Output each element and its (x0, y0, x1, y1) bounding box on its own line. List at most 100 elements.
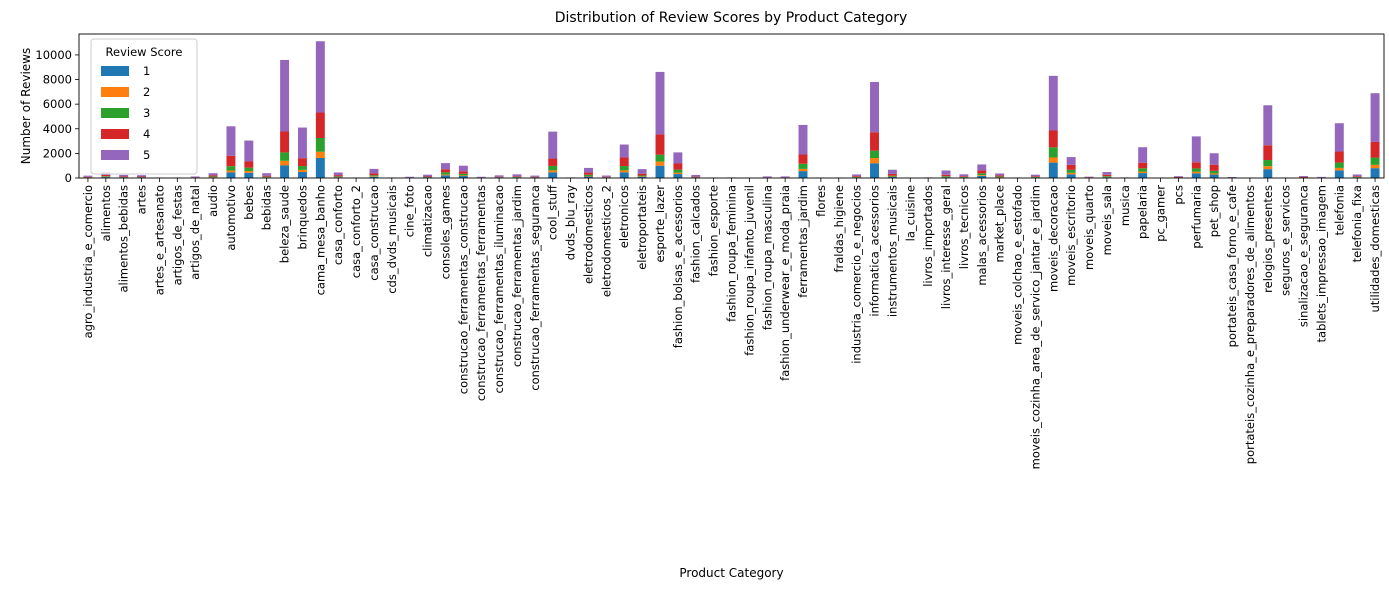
x-tick-label: cama_mesa_banho (313, 185, 327, 295)
x-tick-label: casa_construcao (367, 185, 381, 281)
bar-segment-score-5 (619, 144, 629, 158)
bar-segment-score-4 (119, 176, 129, 178)
bar-segment-score-5 (1370, 93, 1380, 142)
x-tick-label: moveis_colchao_e_estofado (1011, 185, 1025, 345)
bar-segment-score-4 (1334, 151, 1344, 163)
bar-segment-score-3 (280, 152, 290, 161)
bar-segment-score-3 (1138, 168, 1148, 172)
x-tick-label: cool_stuff (546, 184, 560, 240)
bar-segment-score-4 (458, 171, 468, 174)
bar-segment-score-5 (1102, 172, 1112, 175)
x-tick-label: moveis_quarto (1082, 185, 1096, 270)
bar-segment-score-1 (441, 175, 450, 178)
x-tick-label: artigos_de_festas (170, 185, 184, 285)
bar-segment-score-4 (137, 176, 147, 178)
x-tick-label: moveis_cozinha_area_de_servico_jantar_e_… (1028, 185, 1042, 469)
bar-segment-score-3 (226, 166, 236, 171)
x-tick-label: consoles_games (438, 185, 452, 279)
bar-segment-score-5 (208, 173, 218, 176)
bar-segment-score-1 (1191, 173, 1201, 178)
bar-segment-score-5 (870, 82, 879, 133)
x-tick-label: sinalizacao_e_seguranca (1297, 185, 1311, 327)
bar-segment-score-5 (441, 163, 450, 170)
x-tick-label: eletronicos (617, 185, 631, 248)
bar-segment-score-5 (601, 175, 611, 177)
bar-segment-score-1 (1138, 173, 1148, 178)
x-tick-label: papelaria (1136, 185, 1150, 239)
x-axis-label: Product Category (679, 566, 783, 580)
bar-segment-score-4 (673, 163, 683, 170)
bar-segment-score-3 (315, 138, 325, 152)
bar-segment-score-5 (476, 176, 486, 178)
bar-segment-score-3 (673, 169, 683, 173)
bar-segment-score-1 (101, 177, 111, 178)
bar-segment-score-5 (512, 174, 522, 177)
bar-segment-score-5 (1299, 176, 1309, 178)
x-tick-label: fashion_underwear_e_moda_praia (778, 185, 792, 381)
y-tick-label: 8000 (43, 73, 72, 87)
bar-segment-score-5 (244, 140, 254, 162)
legend-swatch-score-2 (101, 87, 129, 97)
bar-segment-score-2 (315, 151, 325, 158)
bar-segment-score-2 (1138, 171, 1148, 174)
x-tick-label: ferramentas_jardim (796, 185, 810, 298)
bar-segment-score-5 (458, 165, 468, 172)
bar-segment-score-3 (1191, 168, 1201, 172)
bar-segment-score-3 (1209, 170, 1219, 174)
bar-segment-score-4 (941, 174, 951, 177)
bar-segment-score-2 (1209, 173, 1219, 175)
bar-segment-score-3 (458, 173, 468, 176)
bar-segment-score-2 (655, 161, 665, 166)
x-tick-label: artes_e_artesanato (152, 185, 166, 295)
bar-segment-score-4 (208, 175, 218, 177)
x-tick-label: fashion_bolsas_e_acessorios (671, 185, 685, 348)
y-axis: 0 2000 4000 6000 8000 10000 (35, 48, 79, 185)
bar-segment-score-2 (1191, 171, 1201, 174)
bar-segment-score-5 (83, 175, 93, 177)
y-tick-label: 6000 (43, 97, 72, 111)
bar-segment-score-1 (1370, 168, 1380, 178)
bar-segment-score-5 (637, 169, 647, 174)
bar-segment-score-3 (441, 172, 450, 175)
bar-segment-score-5 (762, 176, 772, 178)
bar-segment-score-4 (852, 176, 862, 177)
bar-segment-score-4 (584, 172, 593, 175)
bar-segment-score-3 (870, 150, 879, 159)
bar-segment-score-3 (995, 176, 1005, 178)
bar-segment-score-4 (887, 173, 897, 176)
bar-segment-score-5 (494, 175, 504, 177)
bar-segment-score-2 (1263, 166, 1273, 170)
bar-segment-score-4 (959, 176, 969, 177)
x-tick-label: informatica_acessorios (868, 185, 882, 317)
bar-segment-score-5 (530, 175, 540, 177)
bar-segment-score-3 (941, 176, 951, 177)
legend-label-score-1: 1 (143, 64, 150, 78)
x-tick-label: cds_dvds_musicais (385, 185, 399, 294)
bar-segment-score-3 (619, 166, 629, 171)
bar-segment-score-2 (458, 175, 468, 177)
bar-segment-score-1 (280, 165, 290, 178)
bar-segment-score-3 (297, 166, 307, 170)
bar-segment-score-1 (315, 157, 325, 178)
bar-segment-score-5 (333, 172, 343, 176)
bar-segment-score-4 (1066, 164, 1076, 170)
bar-segment-score-3 (977, 173, 987, 176)
bar-segment-score-3 (244, 167, 254, 171)
bar-segment-score-4 (101, 174, 111, 177)
bar-segment-score-5 (673, 152, 683, 164)
x-tick-label: agro_industria_e_comercio (81, 185, 95, 338)
bar-segment-score-1 (673, 174, 683, 178)
bar-segment-score-5 (423, 174, 433, 177)
bar-segment-score-5 (887, 169, 897, 174)
bar-segment-score-5 (1048, 75, 1058, 131)
bar-segment-score-2 (297, 169, 307, 172)
bar-segment-score-5 (1334, 123, 1344, 152)
bar-segment-score-5 (584, 167, 593, 173)
bar-segment-score-4 (1263, 145, 1273, 161)
x-tick-label: construcao_ferramentas_jardim (510, 185, 524, 367)
x-tick-label: construcao_ferramentas_construcao (456, 185, 470, 394)
bar-segment-score-4 (423, 176, 433, 178)
x-tick-label: market_place (993, 185, 1007, 263)
legend-label-score-4: 4 (143, 127, 150, 141)
bar-segment-score-3 (369, 175, 379, 177)
